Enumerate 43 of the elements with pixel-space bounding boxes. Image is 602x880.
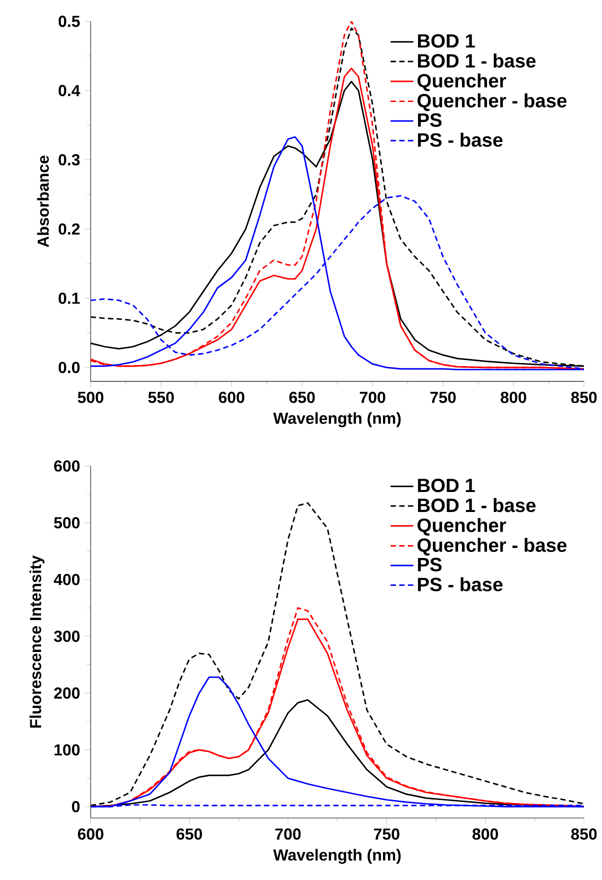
x-tick-label: 600 <box>218 392 244 404</box>
x-tick-label: 750 <box>430 392 456 404</box>
legend-label: Quencher - base <box>418 538 567 556</box>
y-tick-label: 0.2 <box>58 223 80 235</box>
y-tick-label: 500 <box>54 517 80 528</box>
y-tick-label: 0 <box>72 800 80 812</box>
legend-label: BOD 1 <box>418 478 475 492</box>
y-tick-label: 0.1 <box>58 292 80 304</box>
legend-label: BOD 1 <box>418 34 475 48</box>
legend-label: PS - base <box>418 132 502 147</box>
x-tick-label: 750 <box>374 828 400 840</box>
legend-label: BOD 1 - base <box>418 54 536 68</box>
legend-label: PS <box>418 558 442 572</box>
y-axis-title: Fluorescence Intensity <box>30 555 44 728</box>
y-axis-title: Absorbance <box>37 156 49 248</box>
y-tick-label: 0.3 <box>58 154 80 166</box>
y-tick-label: 200 <box>54 687 80 699</box>
x-axis-title: Wavelength (nm) <box>273 412 401 428</box>
x-tick-label: 500 <box>78 392 104 404</box>
legend-label: Quencher <box>418 518 506 536</box>
x-tick-label: 800 <box>500 392 526 404</box>
legend-label: Quencher - base <box>418 93 567 112</box>
x-tick-label: 600 <box>78 828 104 840</box>
y-tick-label: 300 <box>54 630 80 642</box>
y-tick-label: 100 <box>54 744 80 756</box>
x-tick-label: 700 <box>360 392 386 404</box>
x-tick-label: 700 <box>275 828 301 840</box>
y-tick-label: 0.0 <box>58 362 80 374</box>
x-tick-label: 650 <box>289 392 315 404</box>
x-tick-label: 850 <box>571 392 597 404</box>
y-tick-label: 0.4 <box>58 84 80 96</box>
legend-label: Quencher <box>418 73 506 92</box>
legend-label: BOD 1 - base <box>418 498 536 512</box>
x-tick-label: 850 <box>571 828 597 840</box>
x-tick-label: 650 <box>176 828 202 840</box>
y-tick-label: 0.5 <box>58 16 80 27</box>
legend-label: PS <box>418 113 442 127</box>
legend-label: PS - base <box>418 577 502 592</box>
x-axis-title: Wavelength (nm) <box>273 848 401 864</box>
y-tick-label: 600 <box>54 460 80 472</box>
y-tick-label: 400 <box>54 574 80 586</box>
x-tick-label: 550 <box>148 392 174 404</box>
x-tick-label: 800 <box>472 828 498 840</box>
